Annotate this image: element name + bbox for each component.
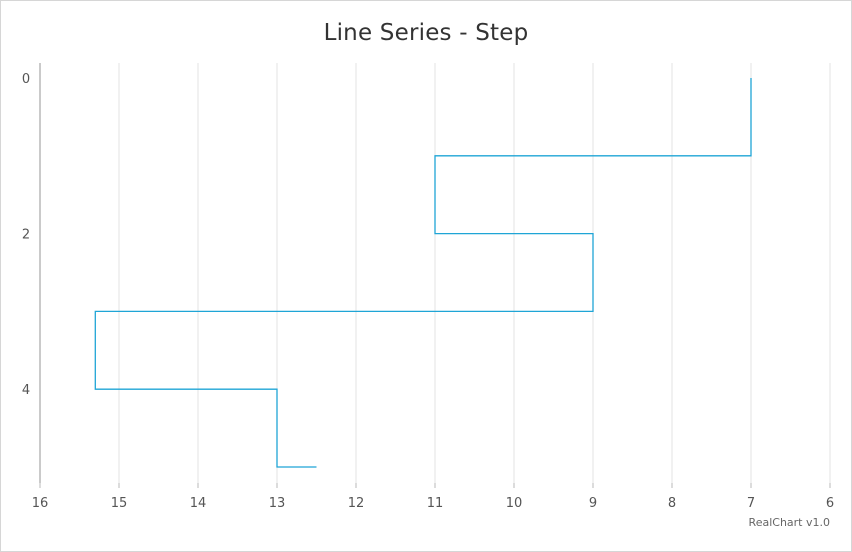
y-tick-label-2: 4: [22, 383, 30, 398]
x-tick-label-8: 8: [668, 496, 676, 511]
x-tick-label-9: 7: [747, 496, 755, 511]
y-tick-label-0: 0: [22, 72, 30, 87]
x-tick-label-4: 12: [348, 496, 365, 511]
y-tick-label-1: 2: [22, 228, 30, 243]
x-tick-label-1: 15: [111, 496, 128, 511]
chart-title: Line Series - Step: [323, 20, 529, 46]
x-tick-label-10: 6: [826, 496, 834, 511]
credit-label[interactable]: RealChart v1.0: [748, 516, 830, 529]
x-tick-label-0: 16: [32, 496, 49, 511]
series-line: [94, 78, 752, 468]
x-tick-label-6: 10: [506, 496, 523, 511]
x-tick-label-5: 11: [427, 496, 444, 511]
x-tick-label-2: 14: [190, 496, 207, 511]
x-tick-label-7: 9: [589, 496, 597, 511]
x-tick-label-3: 13: [269, 496, 286, 511]
